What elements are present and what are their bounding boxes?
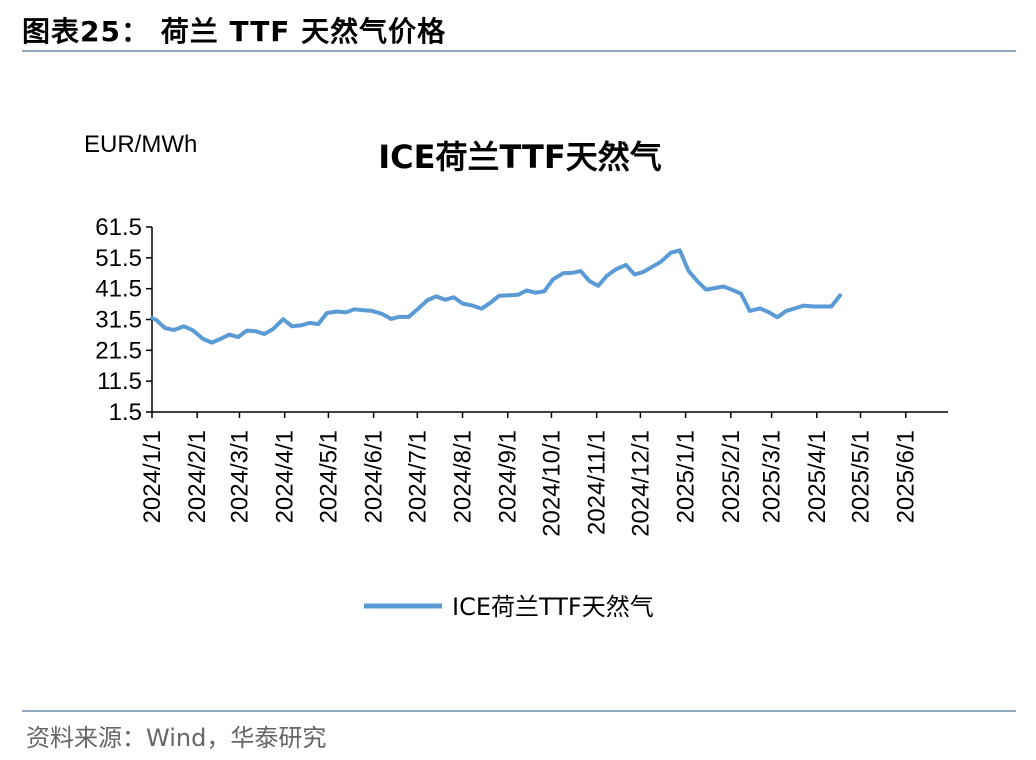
y-tick-label: 51.5 [95, 245, 142, 272]
y-tick-label: 41.5 [95, 276, 142, 303]
series-layer [150, 248, 843, 345]
x-tick-label: 2024/4/1 [272, 430, 299, 523]
x-tick-label: 2024/10/1 [538, 430, 565, 537]
x-tick-label: 2024/6/1 [361, 430, 388, 523]
figure-title: 图表25： 荷兰 TTF 天然气价格 [22, 15, 447, 48]
x-tick-label: 2024/2/1 [184, 430, 211, 523]
legend: ICE荷兰TTF天然气 [364, 593, 654, 621]
y-axis: 61.5 51.5 41.5 31.5 21.5 11.5 1.5 [95, 214, 152, 426]
x-tick-label: 2025/2/1 [718, 430, 745, 523]
x-tick-label: 2025/4/1 [804, 430, 831, 523]
unit-label: EUR/MWh [84, 131, 197, 158]
chart: ICE荷兰TTF天然气 EUR/MWh 61.5 51.5 41.5 31.5 21.5… [84, 131, 948, 621]
series-line-0 [150, 248, 843, 345]
x-tick-label: 2024/7/1 [404, 430, 431, 523]
x-tick-label: 2024/12/1 [627, 430, 654, 537]
x-tick-label: 2025/5/1 [848, 430, 875, 523]
footer-rule [22, 710, 1016, 712]
source-note: 资料来源：Wind，华泰研究 [26, 724, 327, 752]
x-tick-label: 2024/5/1 [315, 430, 342, 523]
y-tick-label: 1.5 [109, 399, 142, 426]
x-tick-label: 2024/3/1 [226, 430, 253, 523]
y-tick-label: 61.5 [95, 214, 142, 241]
legend-label: ICE荷兰TTF天然气 [452, 593, 654, 621]
x-tick-label: 2024/9/1 [495, 430, 522, 523]
x-axis: 2024/1/1 2024/2/1 2024/3/1 2024/4/1 2024/5/1… [139, 412, 920, 537]
x-tick-label: 2025/3/1 [759, 430, 786, 523]
y-tick-label: 11.5 [97, 368, 142, 395]
header-rule [22, 50, 1016, 52]
x-tick-label: 2025/1/1 [673, 430, 700, 523]
x-tick-label: 2025/6/1 [893, 430, 920, 523]
x-tick-label: 2024/8/1 [450, 430, 477, 523]
chart-title: ICE荷兰TTF天然气 [378, 138, 662, 176]
x-tick-label: 2024/1/1 [139, 430, 166, 523]
y-tick-label: 31.5 [95, 307, 142, 334]
x-tick-label: 2024/11/1 [584, 430, 611, 535]
y-tick-label: 21.5 [95, 337, 142, 364]
